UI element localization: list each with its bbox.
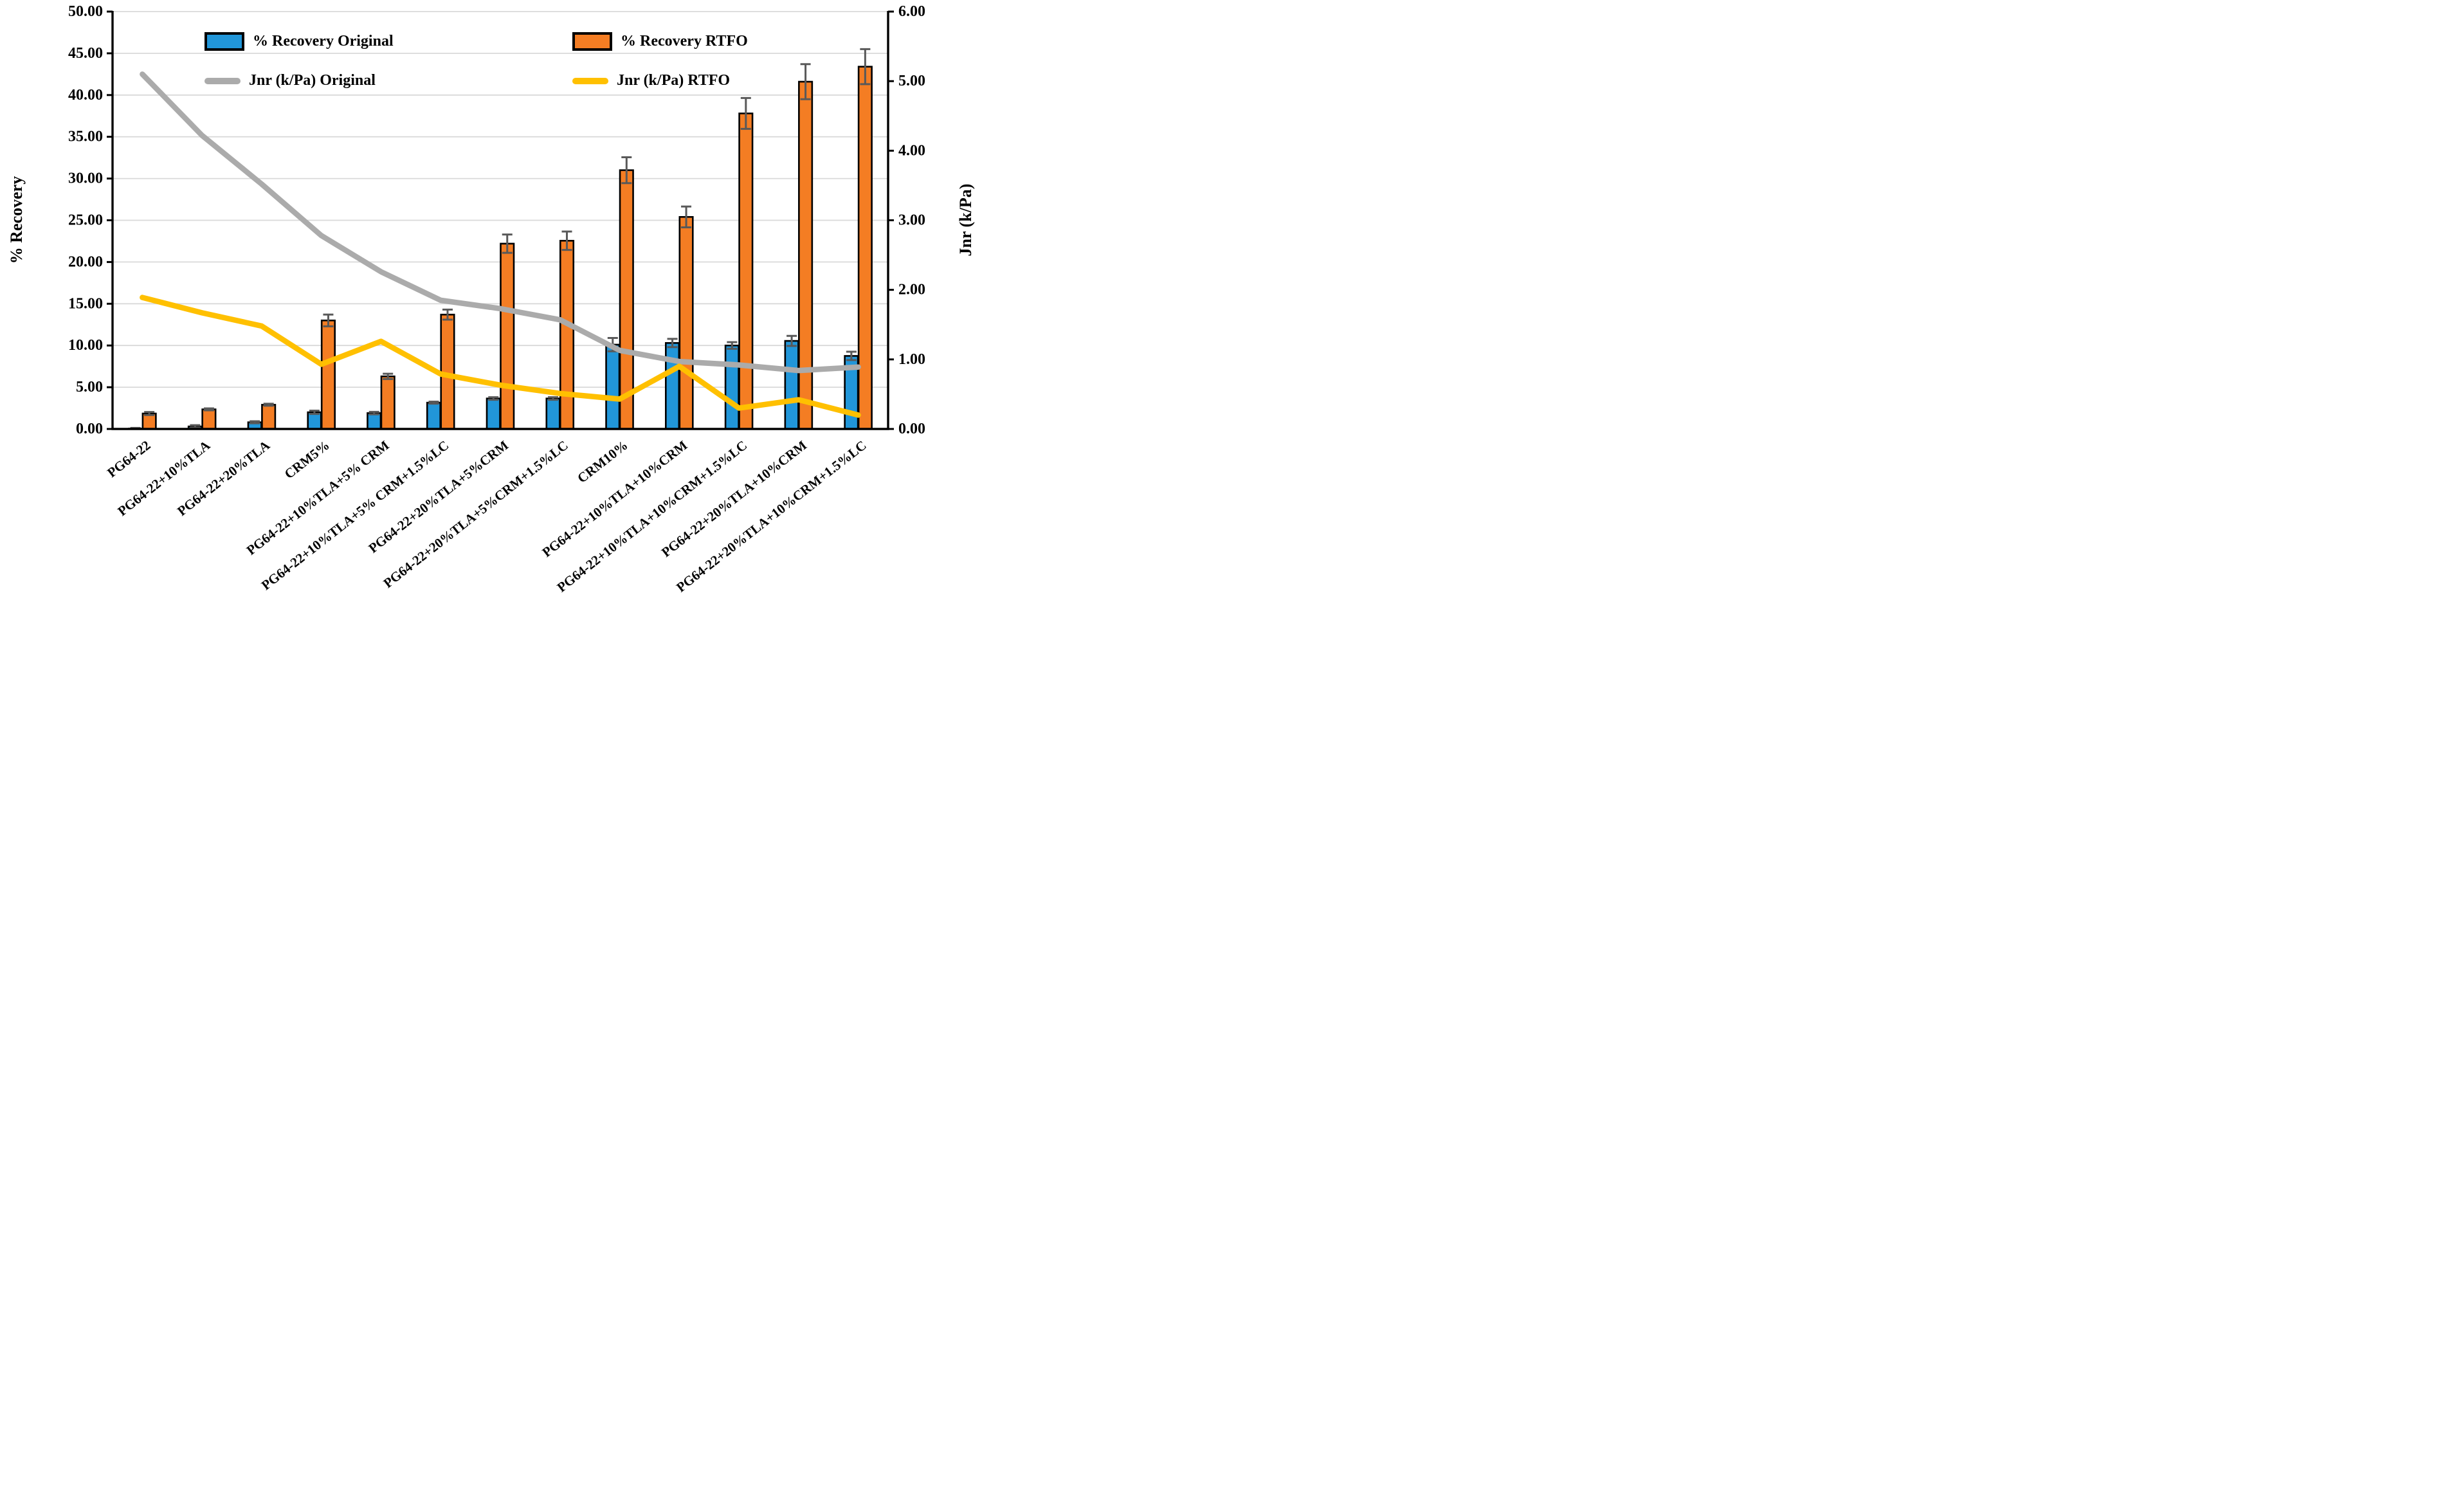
bar-recovery_original-5 (426, 401, 442, 430)
errorbar-recovery_rtfo-7 (561, 230, 572, 251)
bar-recovery_rtfo-1 (201, 408, 217, 430)
bar-recovery_rtfo-4 (380, 375, 395, 430)
legend-swatch-jnr-original-icon (204, 77, 241, 84)
y-left-tick-label-7: 35.00 (68, 129, 103, 145)
errorbar-recovery_rtfo-6 (502, 233, 513, 254)
y-right-axis-title: Jnr (k/Pa) (956, 183, 975, 257)
errorbar-recovery_rtfo-1 (203, 407, 214, 412)
y-left-tick-label-3: 15.00 (68, 295, 103, 312)
errorbar-recovery_original-12 (846, 351, 857, 361)
y-left-tick-label-9: 45.00 (68, 45, 103, 62)
y-left-tick-label-6: 30.00 (68, 170, 103, 187)
bar-recovery_rtfo-3 (320, 319, 336, 430)
legend-label: % Recovery RTFO (621, 33, 748, 50)
errorbar-recovery_original-10 (727, 341, 738, 350)
y-right-tick-label-0: 0.00 (898, 421, 925, 437)
errorbar-recovery_rtfo-2 (263, 403, 274, 407)
errorbar-recovery_rtfo-5 (442, 308, 453, 321)
errorbar-recovery_rtfo-12 (860, 48, 871, 86)
bar-recovery_rtfo-6 (500, 242, 515, 430)
y-right-tick-label-3: 3.00 (898, 212, 925, 229)
y-right-tick-label-1: 1.00 (898, 351, 925, 368)
y-left-axis-title: % Recovery (7, 176, 26, 264)
errorbar-recovery_rtfo-11 (800, 63, 811, 100)
line-jnr_original (140, 71, 861, 374)
errorbar-recovery_rtfo-0 (144, 411, 155, 416)
y-left-tick-label-1: 5.00 (76, 379, 103, 396)
y-left-tick-label-4: 20.00 (68, 253, 103, 270)
bar-recovery_original-11 (784, 340, 799, 430)
errorbar-recovery_original-6 (488, 396, 499, 401)
bar-recovery_rtfo-12 (857, 66, 873, 430)
errorbar-recovery_rtfo-10 (740, 96, 751, 130)
errorbar-recovery_rtfo-4 (383, 372, 394, 380)
legend-swatch-recovery-original-icon (204, 32, 244, 51)
bar-recovery_original-9 (665, 342, 680, 430)
x-label-8: CRM10% (574, 437, 630, 486)
combo-chart: 0.00 5.00 10.00 15.00 20.00 25.00 30.00 35.00 40… (68, 3, 925, 595)
errorbar-recovery_rtfo-3 (323, 313, 334, 327)
line-jnr_rtfo (140, 295, 861, 418)
errorbar-recovery_original-4 (368, 410, 379, 415)
legend-label: Jnr (k/Pa) Original (249, 72, 376, 89)
legend-item-recovery-original: % Recovery Original (204, 32, 394, 51)
legend-item-recovery-rtfo: % Recovery RTFO (572, 32, 748, 51)
x-label-3: CRM5% (282, 437, 332, 482)
errorbar-recovery_original-9 (667, 338, 678, 349)
errorbar-recovery_original-1 (190, 424, 201, 429)
legend-label: % Recovery Original (253, 33, 394, 50)
errorbar-recovery_original-2 (250, 420, 260, 424)
errorbar-recovery_rtfo-9 (681, 205, 692, 229)
errorbar-recovery_original-3 (309, 409, 320, 415)
errorbar-recovery_original-7 (548, 396, 559, 401)
bar-recovery_rtfo-11 (798, 80, 813, 430)
y-right-tick-label-2: 2.00 (898, 282, 925, 298)
bar-recovery_original-8 (605, 343, 621, 430)
legend-item-jnr-original: Jnr (k/Pa) Original (204, 72, 376, 89)
y-right-tick-label-5: 5.00 (898, 73, 925, 89)
legend-label: Jnr (k/Pa) RTFO (617, 72, 731, 89)
y-left-tick-label-10: 50.00 (68, 3, 103, 20)
legend-swatch-jnr-rtfo-icon (572, 77, 608, 84)
bar-recovery_original-7 (545, 397, 561, 430)
y-right-tick-label-6: 6.00 (898, 3, 925, 20)
bar-recovery_rtfo-10 (738, 113, 754, 430)
y-left-tick-label-5: 25.00 (68, 212, 103, 229)
bar-recovery_rtfo-7 (559, 240, 575, 430)
bar-recovery_rtfo-9 (678, 216, 694, 430)
y-left-tick-label-2: 10.00 (68, 337, 103, 354)
x-label-0: PG64-22 (104, 437, 153, 480)
legend-swatch-recovery-rtfo-icon (572, 32, 612, 51)
y-right-tick-label-4: 4.00 (898, 142, 925, 159)
errorbar-recovery_original-5 (428, 401, 439, 405)
bar-recovery_original-4 (367, 412, 382, 430)
bar-recovery_rtfo-2 (261, 404, 277, 430)
errorbar-recovery_rtfo-8 (621, 156, 632, 185)
chart-page: 0.00 5.00 10.00 15.00 20.00 25.00 30.00 35.00 40… (0, 0, 982, 605)
y-left-tick-label-0: 0.00 (76, 421, 103, 437)
y-left-tick-label-8: 40.00 (68, 87, 103, 104)
bar-recovery_original-6 (486, 397, 501, 430)
errorbar-recovery_original-11 (786, 334, 797, 347)
legend-item-jnr-rtfo: Jnr (k/Pa) RTFO (572, 72, 730, 89)
bar-recovery_original-10 (724, 344, 740, 430)
